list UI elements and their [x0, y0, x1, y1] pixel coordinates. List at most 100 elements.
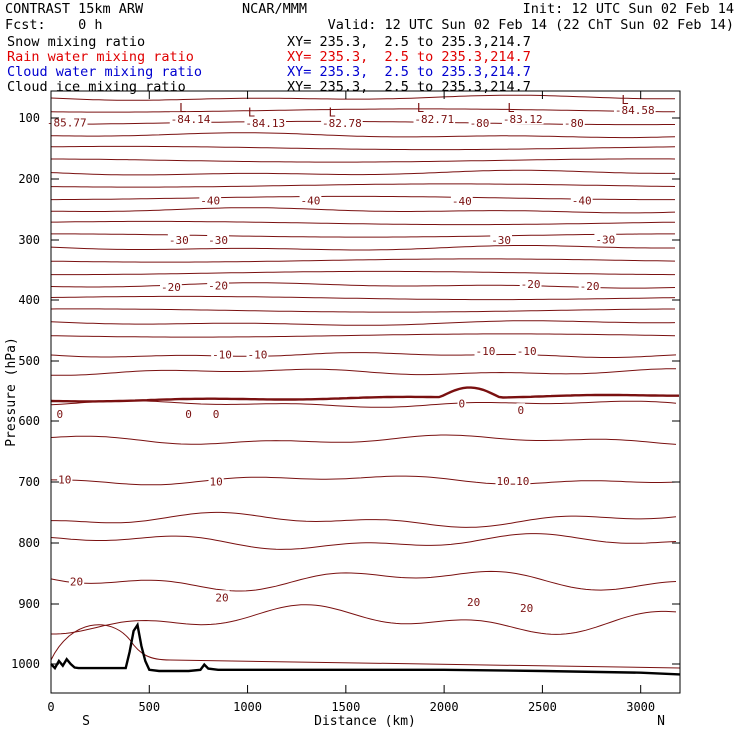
contour-label: -20	[580, 280, 600, 293]
low-marker: L	[328, 106, 335, 120]
contour-label: -85.77	[47, 116, 87, 129]
contour-label-bg	[57, 472, 73, 485]
isotherm-line	[50, 132, 676, 139]
x-tick-label: 3000	[626, 700, 655, 714]
isotherm-line	[50, 145, 676, 151]
forecast-hour: Fcst: 0 h	[5, 17, 103, 33]
contour-label-bg	[167, 233, 190, 245]
contour-label-bg	[613, 102, 656, 115]
contour-label-bg	[160, 279, 182, 292]
isotherm-line	[50, 308, 675, 313]
contour-label-bg	[208, 474, 224, 487]
isotherm-line	[50, 570, 677, 592]
contour-label: 0	[459, 398, 466, 411]
y-tick-label: 500	[18, 354, 40, 368]
isotherm-line	[51, 233, 675, 238]
isotherm-line	[51, 604, 677, 635]
field-xy-snow: XY= 235.3, 2.5 to 235.3,214.7	[287, 34, 531, 50]
contour-label: -40	[572, 194, 592, 207]
isotherm-contours	[50, 94, 681, 669]
isotherm-line	[50, 352, 677, 358]
y-axis-label: Pressure (hPa)	[4, 337, 19, 447]
valid-time: Valid: 12 UTC Sun 02 Feb 14 (22 ChT Sun …	[327, 17, 734, 33]
x-axis-label: Distance (km)	[314, 714, 416, 729]
isotherm-line	[50, 295, 676, 301]
contour-label: 0	[517, 404, 524, 417]
contour-label: -40	[200, 194, 220, 207]
x-axis-ticks: 0 500 1000 1500 2000 2500 3000	[47, 91, 655, 714]
south-end-label: S	[82, 714, 90, 729]
contour-label: 0	[185, 408, 192, 421]
contour-label: -84.13	[245, 117, 285, 130]
isotherm-line	[50, 94, 675, 101]
contour-label: -30	[208, 234, 228, 247]
y-tick-label: 400	[18, 293, 40, 307]
low-marker: L	[507, 101, 514, 115]
field-label-snow: Snow mixing ratio	[7, 34, 146, 50]
low-marker: L	[417, 101, 424, 115]
contour-label-bg	[515, 344, 538, 357]
isotherm-line	[50, 624, 681, 669]
x-tick-label: 500	[138, 700, 160, 714]
contour-label: 10	[209, 475, 222, 488]
contour-label-bg	[68, 574, 85, 587]
y-tick-label: 600	[18, 414, 40, 428]
contour-label: 10	[516, 475, 529, 488]
isotherm-line	[50, 400, 677, 408]
init-time: Init: 12 UTC Sun 02 Feb 14	[522, 1, 734, 17]
isotherm-line	[50, 368, 676, 376]
isotherm-line	[50, 533, 677, 550]
contour-label-bg	[457, 396, 467, 409]
contour-label: -30	[595, 233, 615, 246]
contour-label-bg	[321, 115, 363, 128]
low-marker: L	[179, 101, 186, 115]
terrain-line	[50, 621, 681, 676]
isotherm-line	[50, 333, 676, 338]
isotherm-line	[51, 207, 676, 214]
contour-label-bg	[207, 233, 229, 245]
x-tick-label: 2000	[430, 700, 459, 714]
contour-label-bg	[519, 601, 535, 614]
contour-label-bg	[244, 115, 287, 128]
contour-label-bg	[199, 193, 222, 206]
contour-label: 20	[70, 575, 83, 588]
y-tick-label: 900	[18, 597, 40, 611]
contour-label-bg	[562, 115, 585, 128]
contour-label-bg	[184, 406, 193, 419]
isotherm-line	[51, 270, 675, 276]
field-xy-cloud-water: XY= 235.3, 2.5 to 235.3,214.7	[287, 64, 531, 80]
field-xy-rain: XY= 235.3, 2.5 to 235.3,214.7	[287, 49, 531, 65]
contour-label: -84.58	[615, 104, 655, 117]
contour-labels: -85.77 -84.14 -84.13 -82.78 -82.71 -80 -83.12-…	[45, 93, 656, 615]
contour-label-bg	[570, 193, 593, 206]
y-tick-label: 300	[18, 233, 40, 247]
contour-label-bg	[299, 193, 322, 206]
isotherm-line	[50, 245, 675, 251]
isotherm-line	[51, 183, 676, 188]
contour-label: -84.14	[171, 113, 211, 126]
contour-label: -20	[161, 281, 181, 294]
contour-label-bg	[207, 278, 229, 291]
isotherm-line	[51, 158, 676, 163]
contour-label-bg	[246, 347, 269, 360]
contour-label: -40	[452, 195, 472, 208]
contour-label: -80	[564, 117, 584, 130]
contour-label: -80	[470, 117, 490, 130]
x-tick-label: 2500	[528, 700, 557, 714]
center-label: NCAR/MMM	[242, 1, 308, 17]
plot-frame	[50, 90, 681, 694]
field-label-rain: Rain water mixing ratio	[7, 49, 194, 65]
x-tick-label: 0	[47, 700, 54, 714]
contour-label: -20	[521, 278, 541, 291]
contour-label-bg	[495, 473, 511, 486]
contour-label: -30	[169, 234, 189, 247]
contour-label-bg	[468, 115, 491, 128]
isotherm-line	[50, 434, 677, 445]
contour-label: 0	[213, 408, 220, 421]
contour-label: 0	[57, 408, 64, 421]
contour-label-bg	[501, 112, 544, 125]
isotherm-line	[50, 320, 676, 326]
low-marker: L	[248, 106, 255, 120]
contour-label-bg	[474, 344, 497, 357]
